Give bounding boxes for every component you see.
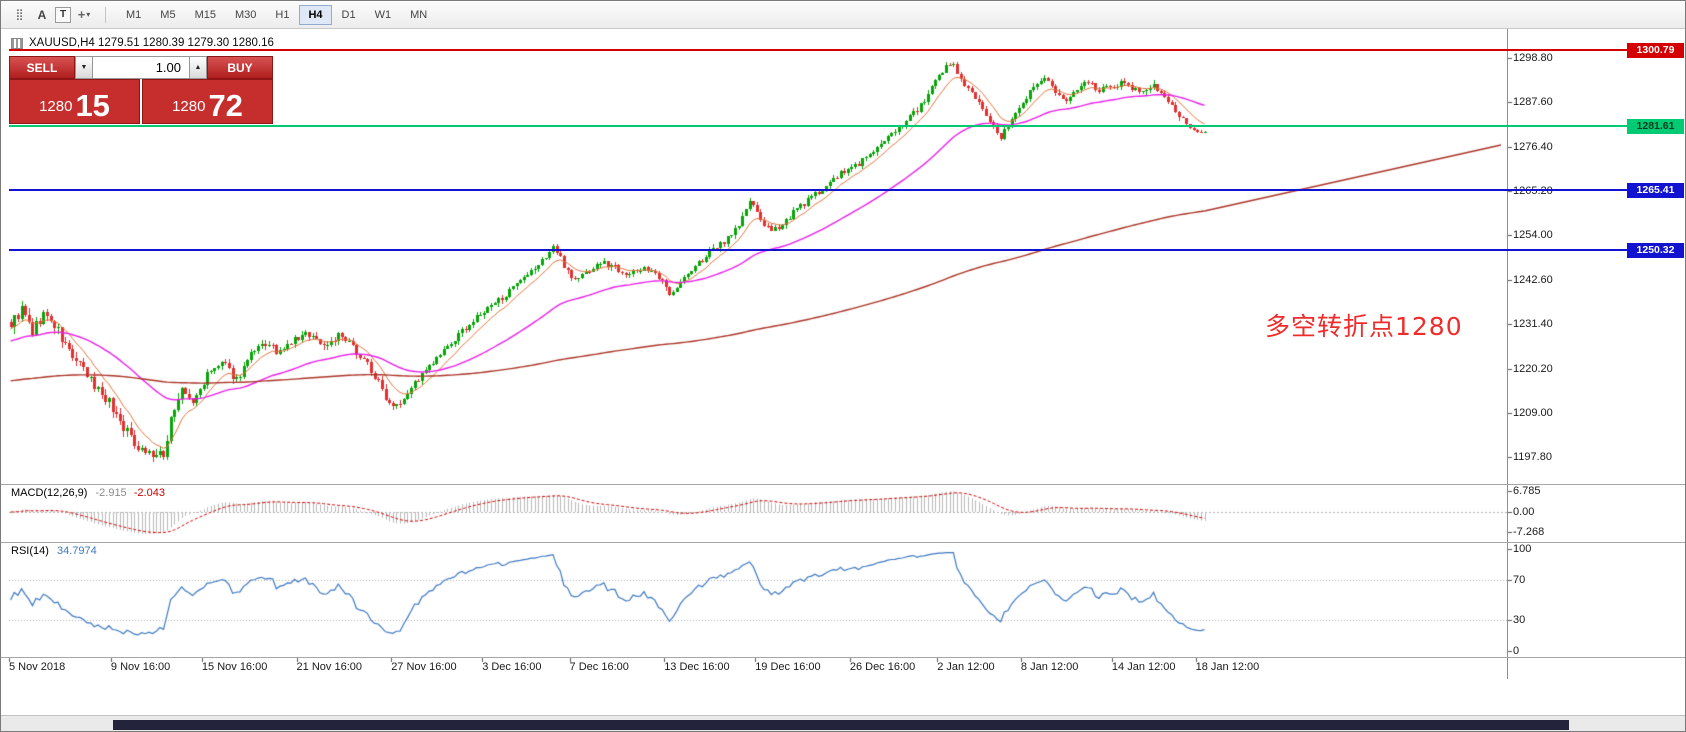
time-axis-label: 13 Dec 16:00 xyxy=(664,661,730,673)
timeframe-h4[interactable]: H4 xyxy=(299,4,332,25)
timeframe-h1[interactable]: H1 xyxy=(275,8,290,21)
chart-icon xyxy=(11,37,23,49)
horizontal-line-1300.79[interactable] xyxy=(9,49,1643,52)
buy-button[interactable]: BUY xyxy=(207,56,273,79)
rsi-name: RSI(14) xyxy=(11,545,49,557)
rsi-axis-tick: 30 xyxy=(1513,614,1526,626)
panel-divider[interactable] xyxy=(1,484,1685,485)
chart-annotation-text[interactable]: 多空转折点1280 xyxy=(1265,312,1463,341)
chart-title: XAUUSD,H4 1279.51 1280.39 1279.30 1280.1… xyxy=(11,37,274,49)
chevron-up-icon: ▲ xyxy=(194,64,202,71)
volume-decrease-button[interactable]: ▼ xyxy=(75,56,93,79)
rsi-axis-tick: 100 xyxy=(1513,543,1532,555)
rsi-label: RSI(14) 34.7974 xyxy=(11,545,97,557)
timeframe-m15[interactable]: M15 xyxy=(194,8,216,21)
timeframe-w1[interactable]: W1 xyxy=(374,8,392,21)
volume-increase-button[interactable]: ▲ xyxy=(189,56,207,79)
time-axis-label: 19 Dec 16:00 xyxy=(755,661,821,673)
macd-axis-tick: 0.00 xyxy=(1513,506,1535,518)
price-axis-tick: 1209.00 xyxy=(1513,406,1553,419)
sell-button[interactable]: SELL xyxy=(9,56,75,79)
toolbar: ⣿ A T + ▾ M1 M5 M15 M30 H1 H4 D1 W1 MN xyxy=(1,1,1685,29)
timeframe-toolbar: M1 M5 M15 M30 H1 H4 D1 W1 MN xyxy=(117,4,437,25)
time-axis-label: 5 Nov 2018 xyxy=(9,661,66,673)
rsi-axis-tick: 0 xyxy=(1513,645,1520,657)
macd-axis-tick: -7.268 xyxy=(1513,526,1545,538)
time-axis-label: 27 Nov 16:00 xyxy=(391,661,457,673)
text-tool-icon[interactable]: T xyxy=(55,6,71,23)
price-axis-border xyxy=(1507,29,1508,679)
toolbar-separator xyxy=(105,6,106,23)
macd-label: MACD(12,26,9) -2.915 -2.043 xyxy=(11,487,165,499)
crosshair-tool-icon[interactable]: + ▾ xyxy=(74,5,94,25)
price-axis-tick: 1220.20 xyxy=(1513,362,1553,375)
price-line-badge: 1281.61 xyxy=(1627,118,1684,134)
time-axis-label: 8 Jan 12:00 xyxy=(1020,661,1079,673)
price-axis-tick: 1287.60 xyxy=(1513,96,1553,109)
time-axis-label: 14 Jan 12:00 xyxy=(1111,661,1176,673)
macd-main-value: -2.915 xyxy=(95,487,127,499)
scrollbar-thumb[interactable] xyxy=(113,720,1569,730)
price-axis-tick: 1242.60 xyxy=(1513,274,1553,287)
price-axis-tick: 1276.40 xyxy=(1513,140,1553,153)
arrow-tool-icon[interactable]: A xyxy=(37,7,47,22)
price-axis-tick: 1298.80 xyxy=(1513,52,1553,64)
one-click-trading-panel: SELL ▼ ▲ BUY 1280 15 1280 72 xyxy=(9,56,273,124)
timeframe-d1[interactable]: D1 xyxy=(341,8,356,21)
crosshair-glyph: + xyxy=(77,7,86,22)
timeframe-m5[interactable]: M5 xyxy=(160,8,176,21)
time-axis-label: 9 Nov 16:00 xyxy=(110,661,171,673)
time-axis-label: 18 Jan 12:00 xyxy=(1195,661,1260,673)
time-axis-label: 26 Dec 16:00 xyxy=(849,661,916,673)
macd-axis-tick: 6.785 xyxy=(1513,485,1541,497)
time-axis-label: 2 Jan 12:00 xyxy=(937,661,995,673)
macd-signal-value: -2.043 xyxy=(133,487,165,499)
rsi-value: 34.7974 xyxy=(56,545,97,557)
macd-name: MACD(12,26,9) xyxy=(11,487,88,499)
rsi-axis-tick: 70 xyxy=(1513,574,1526,586)
panel-divider[interactable] xyxy=(1,542,1685,543)
volume-input[interactable] xyxy=(93,56,189,79)
horizontal-line-1250.32[interactable] xyxy=(9,248,1643,251)
bid-price-pips: 15 xyxy=(75,87,110,123)
chart-shift-icon[interactable]: ⣿ xyxy=(15,9,23,21)
bid-price-main: 1280 xyxy=(39,98,73,115)
ask-price-pips: 72 xyxy=(208,87,243,123)
timeframe-m30[interactable]: M30 xyxy=(234,8,257,21)
bid-price-panel[interactable]: 1280 15 xyxy=(9,79,140,124)
price-axis-tick: 1197.80 xyxy=(1513,451,1552,464)
horizontal-line-1265.41[interactable] xyxy=(9,188,1643,191)
price-line-badge: 1265.41 xyxy=(1627,182,1684,198)
time-axis-label: 15 Nov 16:00 xyxy=(201,661,268,673)
horizontal-line-1281.61[interactable] xyxy=(9,124,1643,127)
price-line-badge: 1300.79 xyxy=(1627,43,1684,59)
chevron-down-icon: ▼ xyxy=(80,64,88,71)
time-axis-label: 7 Dec 16:00 xyxy=(569,661,629,673)
panel-divider[interactable] xyxy=(1,657,1685,658)
price-axis-tick: 1231.40 xyxy=(1513,318,1553,331)
ask-price-panel[interactable]: 1280 72 xyxy=(142,79,273,124)
price-line-badge: 1250.32 xyxy=(1627,242,1684,258)
timeframe-mn[interactable]: MN xyxy=(410,8,428,21)
horizontal-scrollbar[interactable] xyxy=(1,715,1685,731)
chart-title-text: XAUUSD,H4 1279.51 1280.39 1279.30 1280.1… xyxy=(29,37,274,49)
price-axis-tick: 1254.00 xyxy=(1513,229,1553,241)
ask-price-main: 1280 xyxy=(172,98,206,115)
chevron-down-icon: ▾ xyxy=(86,10,91,19)
time-axis-label: 3 Dec 16:00 xyxy=(482,661,542,673)
time-axis-label: 21 Nov 16:00 xyxy=(296,661,362,673)
timeframe-m1[interactable]: M1 xyxy=(126,8,142,21)
